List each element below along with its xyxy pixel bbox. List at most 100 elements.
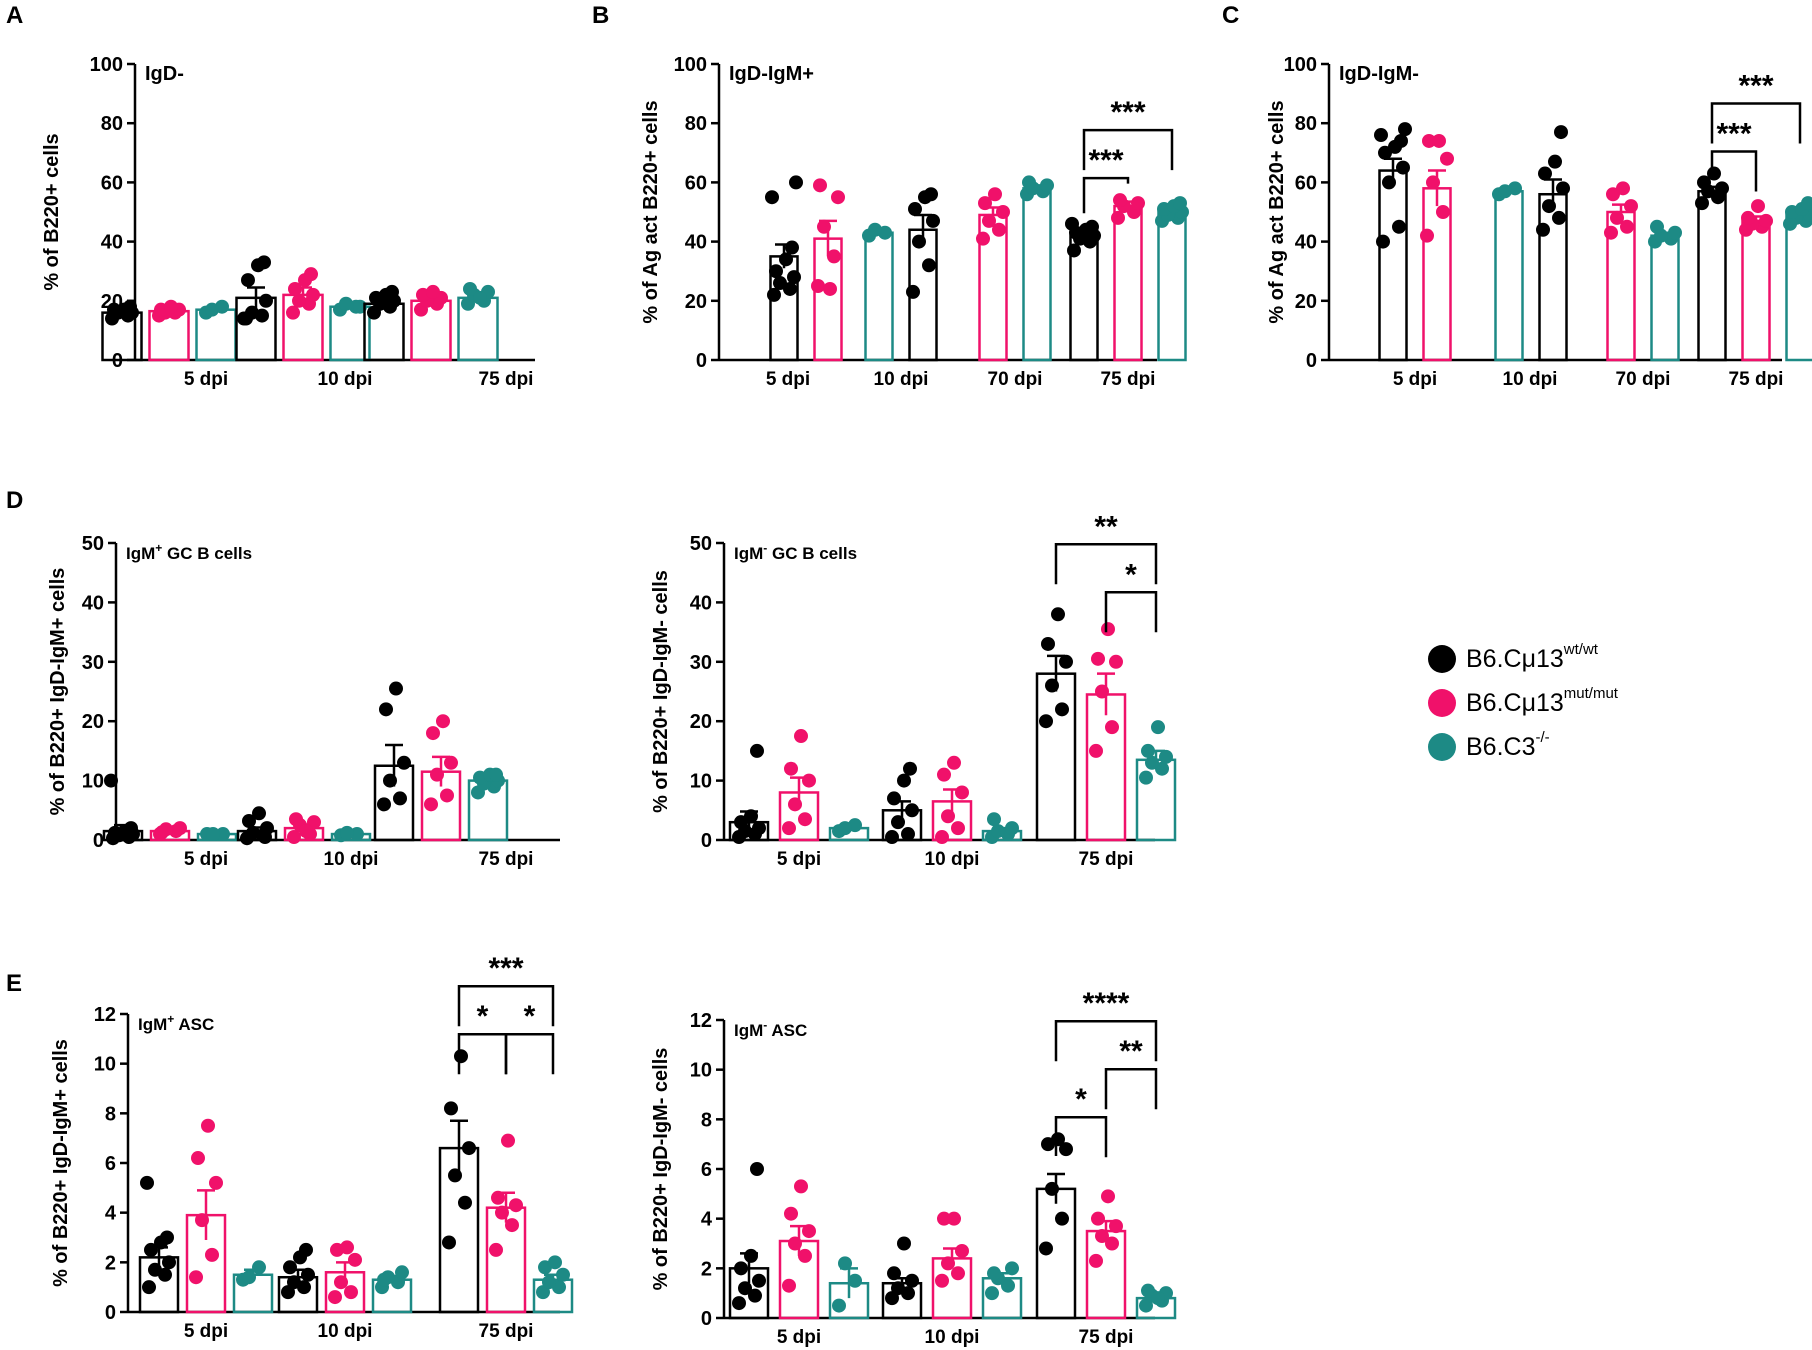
y-tick-label: 10 <box>690 771 712 793</box>
data-point <box>1420 228 1434 243</box>
data-point <box>286 305 300 320</box>
panel-letter-e: E <box>6 970 23 997</box>
data-point <box>1697 175 1711 190</box>
data-point <box>201 1118 215 1133</box>
data-point <box>448 1168 462 1183</box>
chart-d2: 0 10 20 30 40 50 % of B220+ IgD-IgM- cells IgM-… <box>650 510 1177 870</box>
y-tick-label: 10 <box>82 771 104 793</box>
sig-label: * <box>524 1000 536 1033</box>
y-tick-label: 20 <box>1295 291 1317 313</box>
data-point <box>1498 184 1512 199</box>
data-point <box>1089 743 1103 758</box>
sig-bracket <box>504 1032 555 1075</box>
bar-mut <box>1113 204 1143 362</box>
data-point <box>241 273 255 288</box>
data-point <box>556 1267 570 1282</box>
data-point <box>304 267 318 282</box>
data-point <box>947 1211 961 1226</box>
y-tick-label: 2 <box>105 1252 116 1274</box>
sig-label: ** <box>1119 1035 1143 1068</box>
y-tick-label: 12 <box>94 1004 116 1026</box>
panel-letter-c: C <box>1222 2 1240 29</box>
sig-bracket <box>457 984 555 1027</box>
data-point <box>289 812 303 827</box>
y-tick-label: 50 <box>690 533 712 555</box>
data-point <box>283 1260 297 1275</box>
data-point <box>462 1141 476 1156</box>
data-point <box>107 302 121 317</box>
chart-title: IgM+ GC B cells <box>126 541 252 563</box>
x-tick-label: 10 dpi <box>874 369 929 390</box>
data-point <box>1759 213 1773 228</box>
y-tick-label: 12 <box>690 1010 712 1032</box>
data-point <box>444 755 458 770</box>
data-point <box>259 293 273 308</box>
y-tick-label: 40 <box>685 232 707 254</box>
data-point <box>1131 196 1145 211</box>
data-point <box>458 1195 472 1210</box>
y-tick-label: 50 <box>82 533 104 555</box>
data-point <box>1422 133 1436 148</box>
data-point <box>463 281 477 296</box>
data-point <box>1394 133 1408 148</box>
data-point <box>246 825 260 840</box>
data-point <box>426 284 440 299</box>
data-point <box>926 213 940 228</box>
data-point <box>1151 720 1165 735</box>
sig-label: **** <box>1083 987 1130 1020</box>
bar-ko <box>1785 213 1812 362</box>
data-point <box>784 1206 798 1221</box>
y-tick-label: 30 <box>690 652 712 674</box>
data-point <box>395 1265 409 1280</box>
y-axis-label: % of B220+ IgD-IgM+ cells <box>47 568 69 816</box>
data-point <box>1426 175 1440 190</box>
bar-ko <box>1022 187 1052 362</box>
data-point <box>397 755 411 770</box>
legend-marker-mut <box>1428 689 1456 717</box>
data-point <box>1111 210 1125 225</box>
y-tick-label: 80 <box>1295 113 1317 135</box>
bar-wt <box>1697 190 1727 362</box>
data-point <box>985 1286 999 1301</box>
data-point <box>905 1273 919 1288</box>
x-tick-label: 10 dpi <box>925 849 980 870</box>
data-point <box>787 270 801 285</box>
y-tick-label: 40 <box>101 232 123 254</box>
data-point <box>389 681 403 696</box>
data-point <box>1552 210 1566 225</box>
data-point <box>1624 199 1638 214</box>
data-point <box>941 809 955 824</box>
data-point <box>947 755 961 770</box>
bar-wt <box>1035 672 1077 842</box>
y-tick-label: 0 <box>1306 350 1317 372</box>
sig-bracket <box>1082 176 1130 214</box>
data-point <box>1055 702 1069 717</box>
data-point <box>748 1288 762 1303</box>
data-point <box>1151 1291 1165 1306</box>
data-point <box>773 276 787 291</box>
data-point <box>955 785 969 800</box>
data-point <box>976 231 990 246</box>
bar-mut <box>1741 219 1771 362</box>
panel-letter-d: D <box>6 487 24 514</box>
data-point <box>1173 196 1187 211</box>
data-point <box>978 196 992 211</box>
chart-title: IgD-IgM- <box>1339 63 1419 85</box>
data-point <box>1554 125 1568 140</box>
x-tick-label: 10 dpi <box>925 1327 980 1348</box>
data-point <box>1741 210 1755 225</box>
data-point <box>1432 133 1446 148</box>
data-point <box>1548 154 1562 169</box>
data-point <box>164 299 178 314</box>
sig-bracket <box>1054 1115 1108 1158</box>
data-point <box>340 1240 354 1255</box>
data-point <box>1065 216 1079 231</box>
data-point <box>385 284 399 299</box>
data-point <box>750 1162 764 1176</box>
x-tick-label: 5 dpi <box>184 369 228 390</box>
x-tick-label: 75 dpi <box>1729 369 1784 390</box>
data-point <box>1707 166 1721 181</box>
y-tick-label: 0 <box>696 350 707 372</box>
chart-e2: 0 2 4 6 8 10 12 % of B220+ IgD-IgM- cells IgM- A… <box>650 987 1177 1348</box>
